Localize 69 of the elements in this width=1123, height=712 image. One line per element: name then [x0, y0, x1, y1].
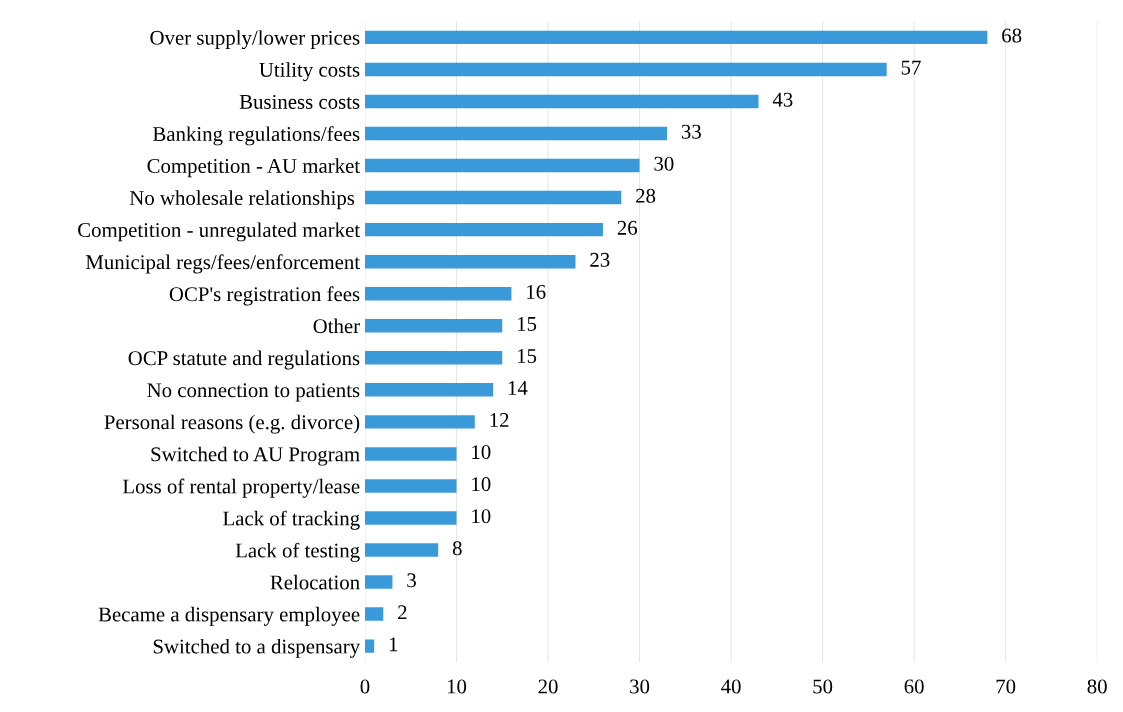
- y-tick-label: Competition - unregulated market: [78, 222, 360, 242]
- data-label: 15: [517, 349, 537, 363]
- y-tick-label: Loss of rental property/lease: [122, 478, 360, 498]
- x-tick-label: 40: [721, 679, 741, 694]
- x-tick-label: 20: [538, 679, 558, 694]
- bar: [364, 639, 375, 653]
- y-tick-label: Utility costs: [259, 62, 360, 82]
- y-tick-label: Relocation: [270, 574, 360, 590]
- data-label: 43: [772, 92, 793, 107]
- y-tick-label: No wholesale relationships: [129, 190, 355, 210]
- y-tick-label: Personal reasons (e.g. divorce): [104, 414, 360, 434]
- bar: [364, 30, 988, 45]
- bar: [364, 190, 622, 205]
- x-tick-label: 80: [1087, 679, 1107, 694]
- data-label: 23: [590, 252, 610, 267]
- data-label: 1: [389, 637, 398, 652]
- data-label: 10: [472, 509, 491, 524]
- x-tick-label: 60: [904, 679, 924, 694]
- y-tick-label: Switched to a dispensary: [153, 638, 361, 658]
- x-tick-label: 0: [360, 679, 370, 694]
- x-tick-label: 70: [996, 679, 1016, 694]
- bar: [364, 254, 576, 269]
- bar: [364, 222, 603, 237]
- data-label: 33: [681, 124, 701, 139]
- bar: [364, 575, 393, 589]
- y-tick-label: Over supply/lower prices: [150, 30, 360, 50]
- data-label: 26: [617, 220, 638, 235]
- y-tick-label: Lack of testing: [235, 542, 360, 562]
- y-tick-label: Switched to AU Program: [151, 446, 360, 466]
- bar: [364, 415, 475, 429]
- y-tick-label: OCP statute and regulations: [128, 350, 360, 370]
- bar: [364, 607, 384, 621]
- data-label: 30: [654, 156, 674, 171]
- data-label: 14: [508, 381, 528, 395]
- x-tick-label: 50: [813, 679, 833, 694]
- bar: [364, 158, 640, 173]
- data-label: 8: [452, 541, 462, 556]
- y-tick-label: Became a dispensary employee: [98, 606, 360, 626]
- bar: [364, 126, 668, 141]
- data-label: 10: [472, 477, 491, 492]
- bar: [364, 383, 494, 397]
- y-tick-label: Competition - AU market: [147, 158, 360, 178]
- bar: [364, 319, 503, 333]
- bar: [364, 447, 457, 461]
- bar: [364, 543, 439, 557]
- bar: [364, 511, 457, 525]
- data-label: 57: [901, 60, 921, 75]
- x-tick-label: 10: [447, 679, 467, 694]
- bar: [364, 94, 759, 109]
- data-label: 68: [1002, 28, 1022, 43]
- y-tick-label: Other: [313, 318, 360, 334]
- data-label: 12: [490, 413, 509, 427]
- data-label: 28: [636, 188, 656, 203]
- data-label: 16: [527, 284, 546, 299]
- data-label: 10: [472, 445, 491, 460]
- bar: [364, 479, 457, 493]
- y-tick-label: Banking regulations/fees: [153, 126, 360, 146]
- data-label: 3: [407, 573, 416, 588]
- x-tick-label: 30: [630, 679, 650, 694]
- bar: [364, 286, 512, 301]
- data-label: 2: [398, 605, 407, 620]
- y-tick-label: Business costs: [239, 94, 360, 109]
- data-label: 15: [517, 317, 537, 331]
- y-tick-label: No connection to patients: [147, 383, 360, 402]
- y-tick-label: Municipal regs/fees/enforcement: [85, 254, 360, 274]
- y-tick-label: OCP's registration fees: [169, 286, 360, 306]
- bar: [364, 62, 887, 77]
- y-tick-label: Lack of tracking: [223, 510, 360, 530]
- bar: [364, 351, 503, 365]
